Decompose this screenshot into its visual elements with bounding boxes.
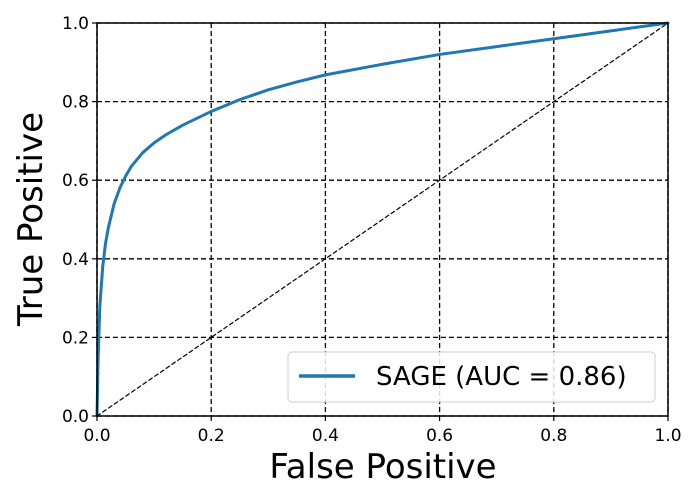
x-tick-label: 1.0 (654, 426, 681, 446)
legend: SAGE (AUC = 0.86) (287, 351, 656, 403)
x-tick-label: 0.4 (312, 426, 339, 446)
y-tick-label: 0.8 (62, 93, 89, 113)
x-tick-label: 0.6 (426, 426, 453, 446)
x-axis-label: False Positive (269, 447, 496, 487)
legend-box (287, 351, 656, 403)
ticks: 0.0 0.2 0.4 0.6 0.8 1.0 0.0 0.2 0.4 0.6 0.8 1.0 (62, 14, 682, 446)
y-axis-label: True Positive (11, 112, 51, 327)
x-tick-label: 0.8 (540, 426, 567, 446)
y-tick-label: 0.4 (62, 250, 89, 270)
y-tick-label: 1.0 (62, 14, 89, 34)
legend-label-sage: SAGE (AUC = 0.86) (376, 362, 627, 392)
chance-diagonal-line (96, 22, 669, 417)
x-tick-label: 0.2 (198, 426, 225, 446)
y-tick-label: 0.6 (62, 171, 89, 191)
x-tick-label: 0.0 (83, 426, 110, 446)
plot-frame (96, 22, 669, 417)
y-tick-label: 0.2 (62, 328, 89, 348)
roc-curve-line-0 (95, 21, 670, 418)
y-tick-label: 0.0 (62, 407, 89, 427)
series-layer (95, 21, 670, 418)
